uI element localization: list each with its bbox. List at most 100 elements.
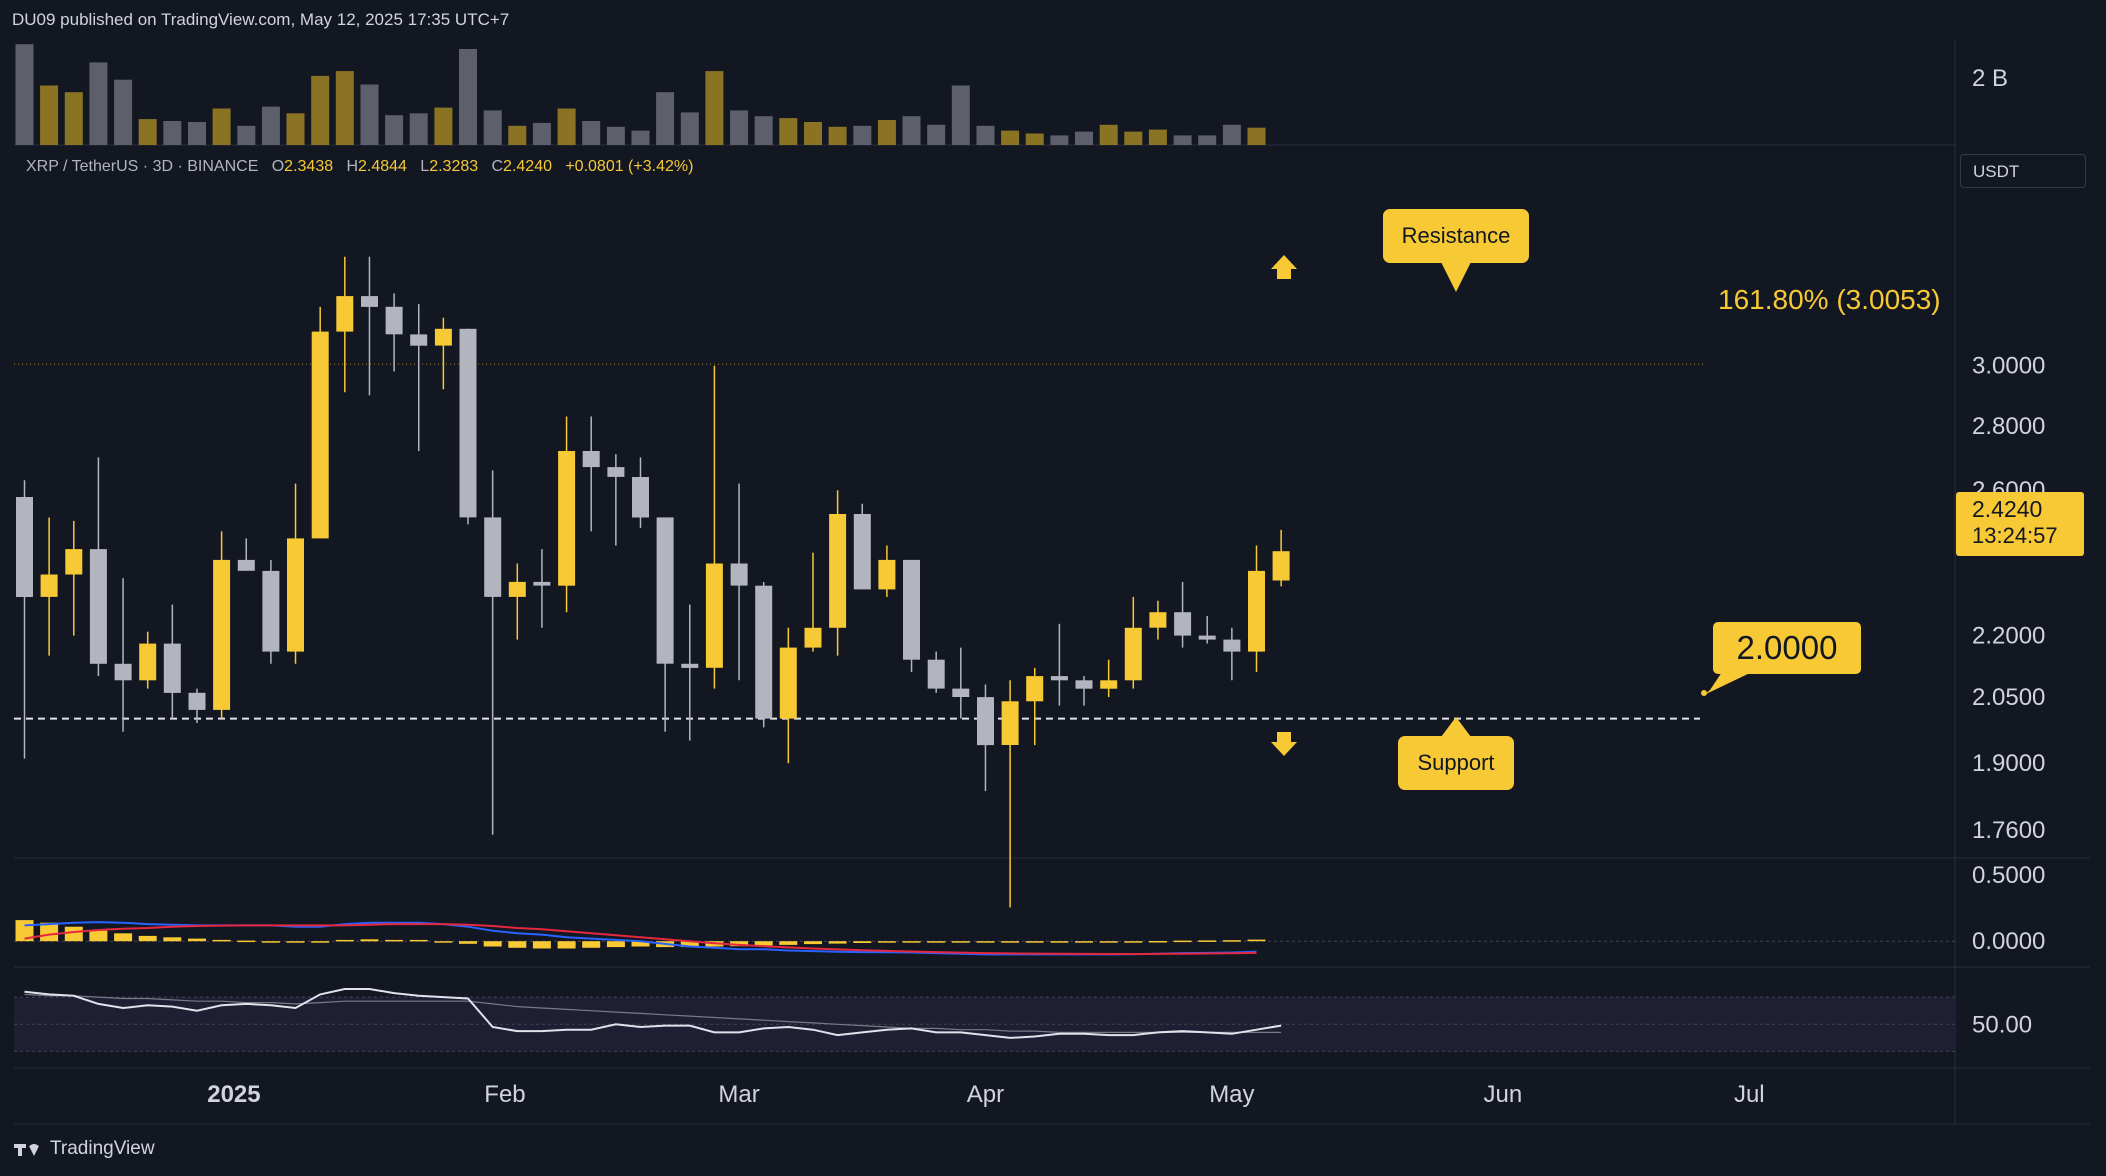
candle-body — [1223, 639, 1241, 652]
legend-symbol: XRP / TetherUS · 3D · BINANCE — [26, 158, 259, 175]
volume-bar — [877, 120, 896, 145]
macd-histogram-bar — [902, 941, 921, 943]
volume-bar — [779, 118, 798, 145]
volume-bar — [828, 126, 847, 145]
candle-body — [804, 627, 822, 648]
volume-bar — [409, 113, 428, 145]
candle-body — [681, 663, 699, 668]
candle-body — [533, 581, 551, 586]
legend-close: 2.4240 — [503, 158, 552, 175]
macd-histogram-bar — [1001, 941, 1020, 943]
fib-label: 161.80% (3.0053) — [1718, 284, 1941, 315]
volume-bar — [1148, 129, 1167, 145]
price-tick-label: 1.9000 — [1972, 750, 2045, 777]
candle-body — [114, 663, 132, 681]
candle-body — [558, 451, 576, 586]
macd-histogram-bar — [1198, 940, 1217, 942]
candle-body — [311, 331, 329, 539]
legend-high: 2.4844 — [358, 158, 407, 175]
volume-bar — [1001, 130, 1020, 145]
macd-histogram-bar — [804, 941, 822, 945]
support-callout[interactable]: Support — [1398, 736, 1514, 790]
currency-button[interactable]: USDT — [1960, 154, 2086, 188]
candle-body — [1001, 701, 1019, 745]
volume-bar — [483, 110, 502, 145]
price-pane — [14, 256, 1705, 908]
candle-body — [139, 643, 157, 681]
axis-labels: 3.00002.80002.60002.20002.05001.90001.76… — [207, 65, 2045, 1108]
macd-histogram-bar — [1025, 941, 1044, 943]
macd-signal-line — [24, 923, 1257, 955]
rsi-pane — [14, 988, 1955, 1052]
volume-bar — [163, 121, 182, 145]
legend-low-label: L — [420, 158, 430, 175]
macd-histogram-bar — [335, 939, 354, 942]
volume-bar — [40, 85, 59, 145]
annotation-layer — [1271, 255, 1752, 756]
candle-body — [188, 692, 206, 710]
volume-bar — [951, 85, 970, 145]
volume-bar — [64, 92, 83, 145]
candle-body — [336, 296, 354, 332]
macd-histogram-bar — [64, 926, 83, 942]
candle-body — [1272, 551, 1290, 581]
macd-histogram-bar — [557, 941, 576, 949]
symbol-legend[interactable]: XRP / TetherUS · 3D · BINANCE O2.3438 H2… — [26, 158, 693, 176]
macd-histogram-bar — [385, 939, 404, 942]
footer-brand[interactable]: TradingView — [14, 1138, 155, 1160]
support-level-anchor — [1701, 690, 1707, 696]
price-tick-label: 2.0500 — [1972, 684, 2045, 711]
volume-bar — [434, 107, 453, 145]
macd-pane — [14, 920, 1955, 956]
price-tick-label: 1.7600 — [1972, 817, 2045, 844]
candle-body — [779, 647, 797, 719]
legend-open: 2.3438 — [284, 158, 334, 175]
macd-histogram-bar — [927, 941, 946, 943]
volume-bar — [582, 121, 601, 145]
candle-body — [607, 467, 625, 477]
volume-bar — [902, 116, 921, 145]
candle-body — [1100, 680, 1118, 689]
volume-bar — [1247, 127, 1266, 145]
candle-body — [755, 585, 773, 719]
time-tick-label: Mar — [718, 1081, 759, 1108]
macd-histogram-bar — [631, 941, 650, 947]
candle-body — [385, 306, 403, 335]
macd-histogram-bar — [779, 941, 798, 945]
time-tick-label: Feb — [484, 1081, 525, 1108]
price-tick-label: 2.2000 — [1972, 623, 2045, 650]
volume-bar — [754, 116, 773, 145]
support-level-callout[interactable]: 2.0000 — [1713, 622, 1861, 674]
volume-bar — [631, 130, 650, 145]
macd-histogram-bar — [951, 941, 970, 943]
candle-body — [878, 559, 896, 590]
candle-body — [361, 296, 378, 307]
candle-body — [829, 514, 847, 628]
volume-bar — [1050, 135, 1069, 145]
resistance-callout[interactable]: Resistance — [1383, 209, 1529, 263]
volume-bar — [114, 79, 133, 145]
volume-bar — [927, 124, 946, 145]
volume-bar — [532, 122, 551, 145]
volume-bar — [1075, 131, 1093, 145]
publisher-header: DU09 published on TradingView.com, May 1… — [12, 10, 510, 29]
macd-histogram-bar — [1099, 941, 1118, 943]
candle-body — [262, 570, 280, 652]
support-callout-pointer — [1441, 717, 1471, 737]
volume-bar — [1099, 124, 1118, 145]
volume-bar — [1025, 133, 1044, 145]
candle-body — [40, 574, 58, 597]
rsi-ma-line — [24, 993, 1282, 1033]
legend-open-label: O — [271, 158, 285, 175]
candle-body — [434, 328, 452, 346]
macd-histogram-bar — [138, 935, 157, 942]
volume-bar — [705, 71, 724, 145]
volume-bar — [508, 125, 527, 145]
macd-histogram-bar — [188, 938, 206, 942]
candle-body — [484, 517, 502, 597]
candle-body — [977, 697, 994, 746]
volume-bar — [237, 125, 256, 145]
volume-bar — [1222, 124, 1241, 145]
